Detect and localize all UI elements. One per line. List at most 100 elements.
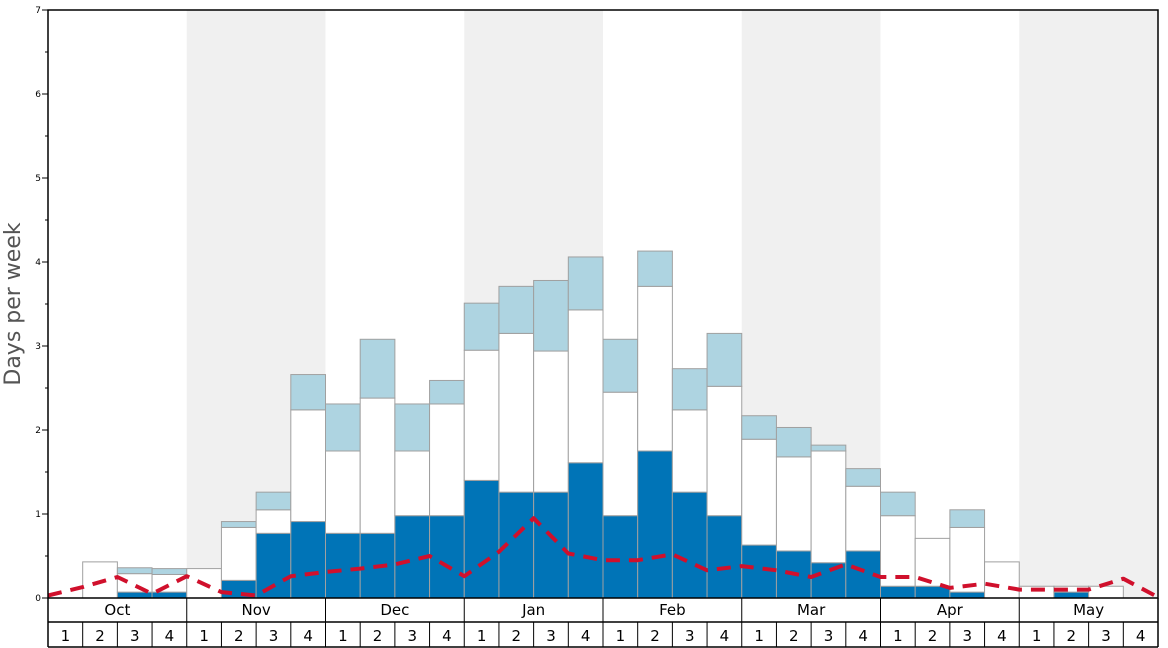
bar-dark	[880, 585, 916, 599]
bar-light	[671, 368, 708, 411]
bar-dark	[325, 532, 361, 599]
bar-light	[810, 444, 847, 452]
bar-white	[637, 285, 673, 452]
month-label: Jan	[521, 601, 545, 619]
bar-white	[359, 397, 396, 534]
week-label: 2	[373, 627, 383, 645]
y-tick-label: 2	[35, 426, 41, 436]
week-label: 1	[199, 627, 209, 645]
week-label: 3	[407, 627, 417, 645]
week-label: 2	[789, 627, 799, 645]
bar-white	[498, 332, 535, 493]
month-label: Feb	[659, 601, 686, 619]
week-label: 3	[824, 627, 834, 645]
week-label: 3	[269, 627, 279, 645]
bar-dark	[429, 515, 465, 599]
month-label: Dec	[380, 601, 409, 619]
week-label: 4	[581, 627, 591, 645]
bar-white	[567, 309, 604, 464]
bar-white	[602, 391, 639, 517]
bar-white	[394, 450, 431, 517]
week-label: 1	[754, 627, 764, 645]
week-label: 3	[130, 627, 140, 645]
y-tick-label: 5	[35, 174, 41, 184]
bar-light	[567, 256, 604, 311]
bar-light	[429, 379, 465, 405]
bar-white	[706, 385, 743, 517]
bar-light	[775, 426, 812, 458]
bar-white	[82, 561, 118, 599]
bar-light	[220, 521, 257, 528]
bar-white	[949, 526, 986, 593]
bar-dark	[533, 491, 569, 599]
bar-light	[637, 250, 673, 287]
week-label: 4	[1136, 627, 1146, 645]
bar-light	[325, 403, 361, 452]
average-line	[47, 516, 1159, 599]
week-label: 4	[165, 627, 175, 645]
bar-white	[671, 409, 708, 493]
week-label: 1	[616, 627, 626, 645]
bar-white	[533, 350, 569, 493]
y-tick-label: 0	[35, 594, 41, 604]
bar-light	[498, 285, 535, 334]
week-label: 3	[1101, 627, 1111, 645]
week-label: 2	[928, 627, 938, 645]
week-label: 2	[650, 627, 660, 645]
bar-light	[116, 567, 153, 575]
bar-white	[810, 450, 847, 564]
bar-light	[394, 403, 431, 452]
bar-dark	[255, 532, 292, 599]
axes: 0 1 2 3 4 5 6 7 Oct Nov Dec Jan Feb Mar Apr May 1 2 3 4 1 2 3 4…	[35, 6, 1159, 648]
bar-light	[463, 302, 500, 351]
week-label: 3	[685, 627, 695, 645]
bar-light	[602, 338, 639, 393]
bar-white	[290, 409, 326, 523]
bar-dark	[463, 479, 500, 599]
bar-dark	[671, 491, 708, 599]
bar-dark	[949, 591, 986, 599]
bar-light	[533, 279, 569, 352]
month-label: Oct	[104, 601, 130, 619]
bar-white	[984, 561, 1020, 599]
week-label: 1	[61, 627, 71, 645]
bar-white	[845, 485, 881, 552]
y-tick-label: 1	[35, 510, 41, 520]
week-label: 2	[512, 627, 522, 645]
month-label: Nov	[241, 601, 270, 619]
y-tick-label: 6	[35, 90, 41, 100]
y-tick-label: 3	[35, 342, 41, 352]
week-label: 2	[234, 627, 244, 645]
week-label: 1	[477, 627, 487, 645]
bar-light	[151, 568, 188, 575]
week-label: 4	[997, 627, 1007, 645]
bar-light	[359, 338, 396, 399]
bar-white	[775, 456, 812, 552]
bar-dark	[290, 521, 326, 599]
week-label: 4	[858, 627, 868, 645]
month-label: Mar	[797, 601, 826, 619]
bar-white	[463, 349, 500, 481]
bars	[82, 250, 1124, 599]
bar-white	[220, 526, 257, 581]
bar-light	[706, 332, 743, 387]
bar-dark	[637, 450, 673, 599]
week-label: 3	[962, 627, 972, 645]
week-label: 2	[95, 627, 105, 645]
week-label: 1	[893, 627, 903, 645]
week-label: 4	[303, 627, 313, 645]
month-shade	[1019, 10, 1158, 598]
month-label: May	[1073, 601, 1104, 619]
bar-dark	[706, 515, 743, 599]
bar-dark	[567, 462, 604, 599]
bar-dark	[1053, 591, 1090, 599]
week-label: 1	[338, 627, 348, 645]
week-label: 4	[720, 627, 730, 645]
y-axis-label: Days per week	[1, 222, 26, 385]
bar-white	[429, 403, 465, 517]
month-label: Apr	[937, 601, 964, 619]
bar-white	[741, 438, 777, 546]
bar-white	[1088, 585, 1124, 599]
bar-light	[255, 491, 292, 511]
